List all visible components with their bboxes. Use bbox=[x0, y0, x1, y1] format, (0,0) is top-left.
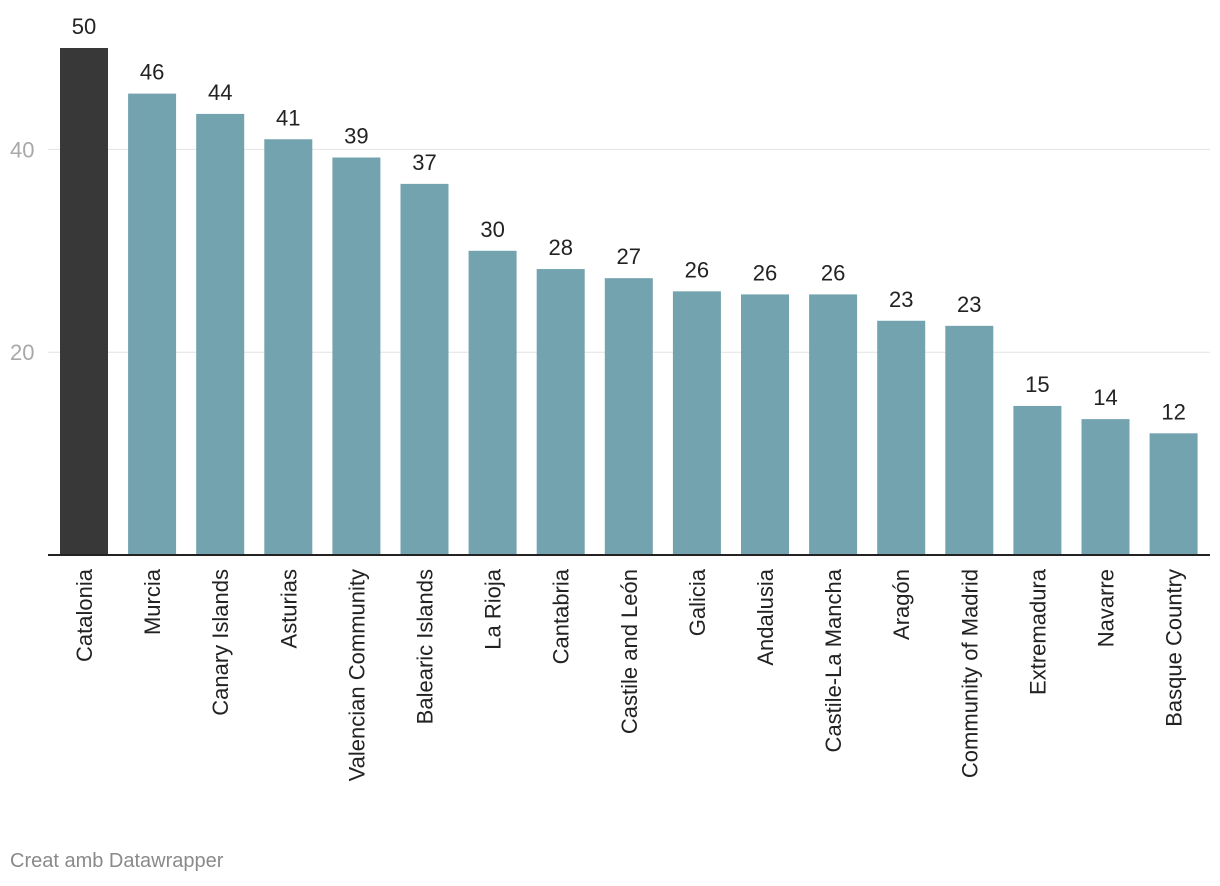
value-label-3: 41 bbox=[276, 105, 300, 130]
category-label-13: Community of Madrid bbox=[957, 569, 982, 778]
category-label-8: Castile and León bbox=[617, 569, 642, 734]
category-label-4: Valencian Community bbox=[344, 569, 369, 781]
bar-0 bbox=[60, 48, 108, 555]
bar-13 bbox=[945, 325, 994, 555]
y-tick-label-20: 20 bbox=[10, 340, 34, 365]
bar-1 bbox=[128, 93, 177, 555]
bar-8 bbox=[604, 278, 653, 555]
bar-11 bbox=[809, 294, 858, 555]
value-label-11: 26 bbox=[821, 260, 845, 285]
value-label-8: 27 bbox=[617, 244, 641, 269]
bar-3 bbox=[264, 139, 313, 555]
category-label-5: Balearic Islands bbox=[413, 569, 438, 724]
bar-9 bbox=[672, 291, 721, 555]
bar-10 bbox=[741, 294, 789, 555]
category-label-11: Castile-La Mancha bbox=[821, 568, 846, 752]
bar-6 bbox=[468, 250, 517, 556]
bar-12 bbox=[877, 320, 926, 555]
category-label-12: Aragón bbox=[889, 569, 914, 640]
value-label-2: 44 bbox=[208, 80, 232, 105]
value-label-4: 39 bbox=[344, 124, 368, 149]
bar-7 bbox=[536, 269, 585, 555]
bar-15 bbox=[1081, 419, 1130, 555]
category-label-14: Extremadura bbox=[1025, 568, 1050, 695]
value-label-16: 12 bbox=[1161, 399, 1185, 424]
value-label-10: 26 bbox=[753, 260, 777, 285]
value-label-15: 14 bbox=[1093, 385, 1117, 410]
category-label-16: Basque Country bbox=[1162, 569, 1187, 727]
credit-text: Creat amb Datawrapper bbox=[10, 850, 224, 872]
value-label-1: 46 bbox=[140, 60, 164, 85]
bar-14 bbox=[1013, 405, 1062, 555]
bar-16 bbox=[1149, 433, 1198, 555]
category-label-2: Canary Islands bbox=[208, 569, 233, 716]
y-tick-label-40: 40 bbox=[10, 137, 34, 162]
bar-4 bbox=[332, 157, 381, 555]
bar-2 bbox=[196, 113, 245, 555]
category-label-3: Asturias bbox=[276, 569, 301, 648]
category-label-1: Murcia bbox=[140, 568, 165, 635]
value-label-13: 23 bbox=[957, 292, 981, 317]
value-label-12: 23 bbox=[889, 287, 913, 312]
category-label-7: Cantabria bbox=[549, 568, 574, 664]
value-label-0: 50 bbox=[72, 14, 96, 39]
value-label-14: 15 bbox=[1025, 372, 1049, 397]
value-label-9: 26 bbox=[685, 257, 709, 282]
category-label-9: Galicia bbox=[685, 568, 710, 636]
value-label-5: 37 bbox=[412, 150, 436, 175]
value-label-6: 30 bbox=[480, 217, 504, 242]
value-label-7: 28 bbox=[548, 235, 572, 260]
category-label-10: Andalusia bbox=[753, 568, 778, 665]
category-label-6: La Rioja bbox=[481, 568, 506, 649]
category-label-0: Catalonia bbox=[72, 568, 97, 662]
bar-5 bbox=[400, 183, 449, 555]
category-label-15: Navarre bbox=[1094, 569, 1119, 647]
